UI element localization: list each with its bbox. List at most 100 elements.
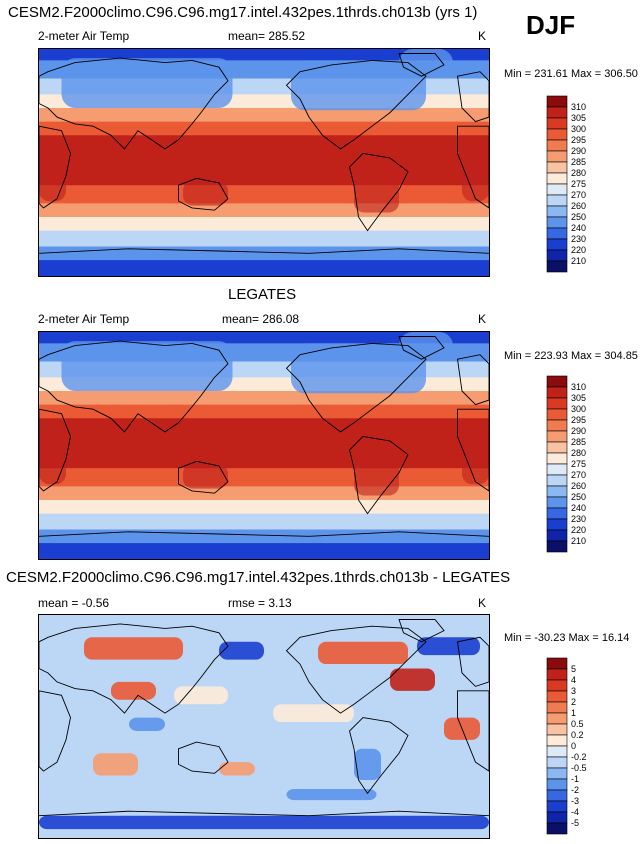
difference-region <box>111 681 156 700</box>
colorbar-tick-label: 5 <box>571 664 576 674</box>
colorbar-swatch <box>546 811 568 824</box>
colorbar-swatch <box>546 452 568 465</box>
colorbar-swatch <box>546 150 568 163</box>
colorbar-swatch <box>546 430 568 443</box>
coastline-antarctica <box>39 810 489 817</box>
coastline-greenland <box>398 619 445 643</box>
colorbar-swatch <box>546 441 568 454</box>
colorbar-tick-label: -3 <box>571 796 579 806</box>
colorbar-swatch <box>546 668 568 681</box>
difference-region <box>219 641 264 660</box>
difference-map <box>38 614 490 839</box>
colorbar-tick-label: 230 <box>571 234 586 244</box>
colorbar-swatch <box>546 117 568 130</box>
colorbar-swatch <box>546 260 568 273</box>
colorbar-tick-label: 240 <box>571 223 586 233</box>
panel1-variable: 2-meter Air Temp <box>38 29 130 43</box>
panel2-mean: mean= 286.08 <box>222 312 300 326</box>
warm-region <box>39 144 66 202</box>
difference-region <box>219 762 255 776</box>
colorbar-tick-label: 310 <box>571 102 586 112</box>
colorbar-panel2: 310 305 300 295 290 285 280 275 270 260 250 240 230 2… <box>546 375 607 553</box>
difference-region <box>354 748 381 781</box>
colorbar-tick-label: 305 <box>571 113 586 123</box>
coastline-samerica <box>349 435 409 515</box>
colorbar-tick-label: 230 <box>571 514 586 524</box>
colorbar-swatch <box>546 822 568 835</box>
cold-region <box>399 49 453 77</box>
colorbar-swatch <box>546 657 568 670</box>
panel2-variable: 2-meter Air Temp <box>38 312 130 326</box>
colorbar-swatch <box>546 800 568 813</box>
temperature-band <box>39 499 489 515</box>
colorbar-swatch <box>546 106 568 119</box>
warm-region <box>462 427 489 485</box>
difference-region <box>417 637 480 656</box>
panel2-units: K <box>478 312 487 326</box>
colorbar-tick-label: -4 <box>571 807 579 817</box>
colorbar-swatch <box>546 216 568 229</box>
panel3-title: CESM2.F2000climo.C96.C96.mg17.intel.432p… <box>6 569 511 586</box>
colorbar-swatch <box>546 756 568 769</box>
difference-region <box>84 637 183 660</box>
colorbar-tick-label: -0.5 <box>571 763 587 773</box>
coastline-eurasia <box>39 623 229 714</box>
colorbar-swatch <box>546 789 568 802</box>
colorbar-panel3: 5 4 3 2 1 0.5 0.2 0 -0.2 -0.5 -1 -2 -3 -4 -5 <box>546 657 607 835</box>
colorbar-tick-label: 220 <box>571 245 586 255</box>
colorbar-swatch <box>546 745 568 758</box>
colorbar-swatch <box>546 397 568 410</box>
colorbar-swatch <box>546 679 568 692</box>
colorbar-swatch <box>546 701 568 714</box>
coastline-antarctica <box>39 531 489 537</box>
cold-region <box>399 332 453 360</box>
coastline-eurasia <box>39 340 229 433</box>
colorbar-swatch <box>546 518 568 531</box>
temperature-band <box>39 391 489 406</box>
coastline-samerica <box>349 717 409 795</box>
coastline-africa2 <box>457 408 489 492</box>
panel1-units: K <box>478 29 487 43</box>
colorbar-tick-label: 210 <box>571 536 586 546</box>
colorbar-swatch <box>546 95 568 108</box>
colorbar-tick-label: 285 <box>571 437 586 447</box>
temperature-band <box>39 135 489 187</box>
panel3-minmax: Min = -30.23 Max = 16.14 <box>504 632 630 644</box>
colorbar-tick-label: 290 <box>571 426 586 436</box>
temperature-band <box>39 108 489 123</box>
temperature-band <box>39 418 489 470</box>
colorbar-swatch <box>546 778 568 791</box>
coastline-antarctica <box>39 248 489 254</box>
panel3-rmse: rmse = 3.13 <box>228 596 292 610</box>
colorbar-swatch <box>546 386 568 399</box>
colorbar-swatch <box>546 734 568 747</box>
warm-region <box>354 162 399 213</box>
difference-region <box>174 686 228 705</box>
temperature-band <box>39 260 489 276</box>
coastline-africa <box>39 408 71 492</box>
season-label: DJF <box>526 10 576 40</box>
colorbar-tick-label: -1 <box>571 774 579 784</box>
colorbar-swatch <box>546 723 568 736</box>
legates-temperature-map <box>38 331 490 560</box>
colorbar-swatch <box>546 474 568 487</box>
colorbar-swatch <box>546 249 568 262</box>
panel3-units: K <box>478 596 487 610</box>
colorbar-tick-label: -2 <box>571 785 579 795</box>
colorbar-tick-label: 250 <box>571 212 586 222</box>
warm-region <box>354 445 399 496</box>
coastline-australia <box>178 460 229 494</box>
cold-region <box>291 343 426 394</box>
coastline-australia <box>178 177 229 211</box>
cold-region <box>61 58 233 109</box>
temperature-band <box>39 246 489 262</box>
colorbar-swatch <box>546 375 568 388</box>
difference-region <box>93 753 138 776</box>
colorbar-swatch <box>546 128 568 141</box>
coastline-namerica <box>285 625 427 714</box>
colorbar-tick-label: 4 <box>571 675 576 685</box>
temperature-band <box>39 121 489 137</box>
colorbar-tick-label: 295 <box>571 135 586 145</box>
coastline-europe2 <box>456 71 489 123</box>
warm-region <box>183 463 228 489</box>
